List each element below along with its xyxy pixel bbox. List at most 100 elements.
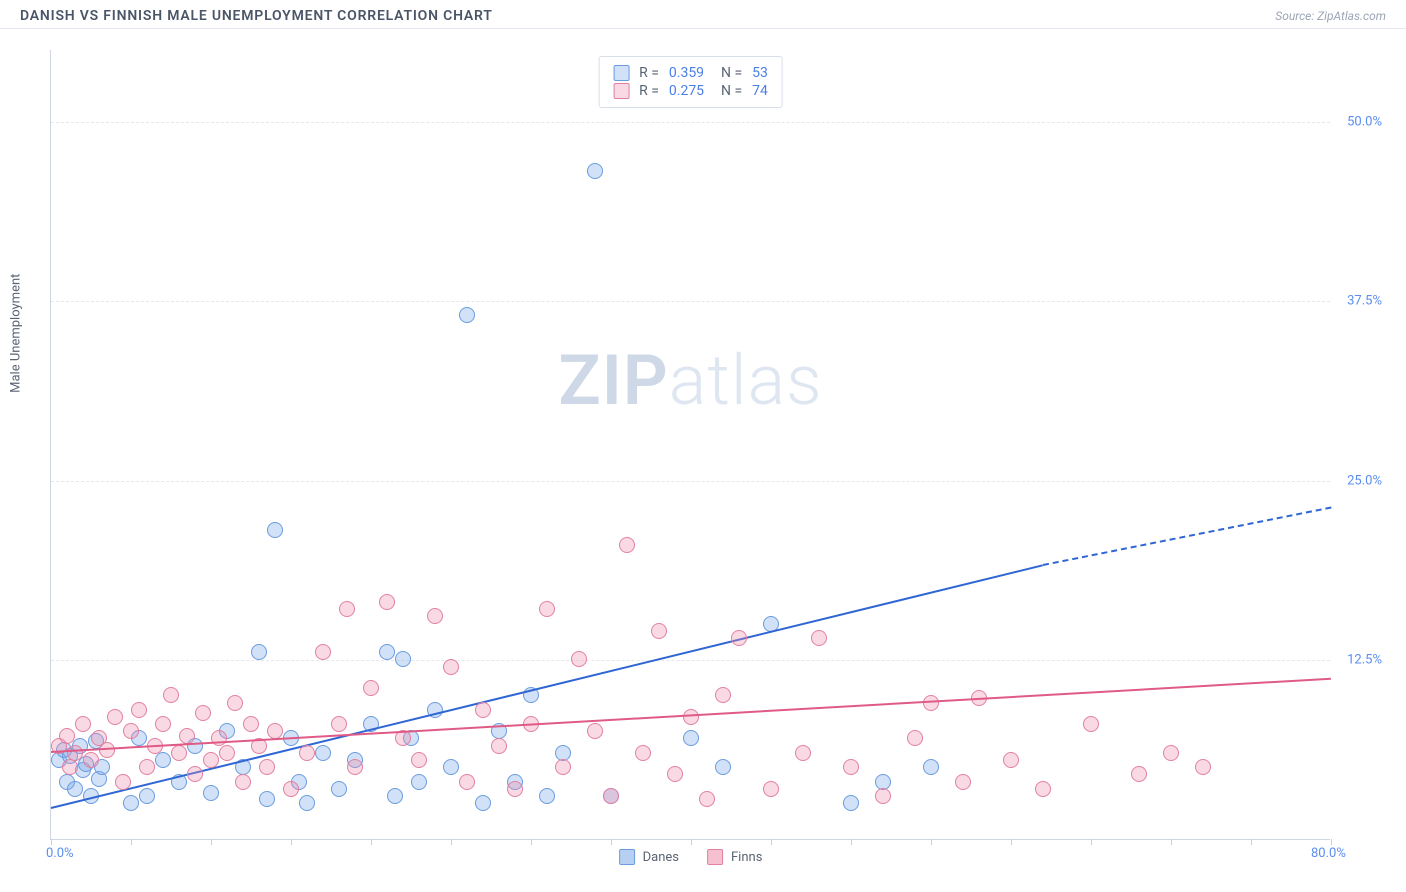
data-point <box>411 752 427 768</box>
data-point <box>699 791 715 807</box>
x-tick <box>51 839 52 845</box>
data-point <box>651 623 667 639</box>
x-tick <box>211 839 212 845</box>
data-point <box>251 644 267 660</box>
legend-swatch <box>613 83 629 99</box>
data-point <box>243 716 259 732</box>
data-point <box>107 709 123 725</box>
data-point <box>923 759 939 775</box>
legend-series-label: Finns <box>731 850 762 865</box>
data-point <box>539 788 555 804</box>
data-point <box>1035 781 1051 797</box>
data-point <box>163 687 179 703</box>
x-tick <box>1171 839 1172 845</box>
data-point <box>219 745 235 761</box>
data-point <box>339 601 355 617</box>
data-point <box>475 795 491 811</box>
grid-line <box>51 122 1330 123</box>
x-tick-label: 0.0% <box>46 846 74 861</box>
data-point <box>843 795 859 811</box>
data-point <box>67 745 83 761</box>
data-point <box>59 728 75 744</box>
data-point <box>283 781 299 797</box>
data-point <box>715 759 731 775</box>
data-point <box>1163 745 1179 761</box>
data-point <box>331 781 347 797</box>
legend-r-value: 0.275 <box>669 83 704 99</box>
data-point <box>259 791 275 807</box>
data-point <box>587 723 603 739</box>
data-point <box>907 730 923 746</box>
x-tick <box>1331 839 1332 845</box>
legend-r-label: R = <box>639 83 659 99</box>
legend-r-value: 0.359 <box>669 65 704 81</box>
legend-n-value: 53 <box>752 65 768 81</box>
legend-series: Danes Finns <box>619 849 763 865</box>
y-tick-label: 37.5% <box>1347 294 1382 309</box>
data-point <box>395 651 411 667</box>
data-point <box>75 716 91 732</box>
data-point <box>187 766 203 782</box>
data-point <box>123 795 139 811</box>
legend-correlation-row: R = 0.275 N = 74 <box>613 83 768 99</box>
x-tick <box>1011 839 1012 845</box>
data-point <box>1195 759 1211 775</box>
data-point <box>363 680 379 696</box>
legend-n-label: N = <box>714 83 742 99</box>
data-point <box>387 788 403 804</box>
data-point <box>619 537 635 553</box>
data-point <box>683 709 699 725</box>
x-tick <box>691 839 692 845</box>
y-tick-label: 50.0% <box>1347 114 1382 129</box>
data-point <box>571 651 587 667</box>
x-tick <box>851 839 852 845</box>
grid-line <box>51 301 1330 302</box>
data-point <box>955 774 971 790</box>
data-point <box>131 702 147 718</box>
data-point <box>171 745 187 761</box>
x-tick <box>131 839 132 845</box>
data-point <box>459 774 475 790</box>
data-point <box>731 630 747 646</box>
data-point <box>315 745 331 761</box>
data-point <box>179 728 195 744</box>
watermark-bold: ZIP <box>558 340 668 422</box>
data-point <box>459 307 475 323</box>
data-point <box>115 774 131 790</box>
data-point <box>1083 716 1099 732</box>
scatter-plot: ZIPatlas R = 0.359 N = 53R = 0.275 N = 7… <box>50 50 1330 840</box>
data-point <box>331 716 347 732</box>
data-point <box>139 759 155 775</box>
data-point <box>227 695 243 711</box>
x-tick <box>1091 839 1092 845</box>
y-axis-label: Male Unemployment <box>9 274 24 393</box>
x-tick-label: 80.0% <box>1311 846 1346 861</box>
data-point <box>155 716 171 732</box>
x-tick <box>1251 839 1252 845</box>
data-point <box>1003 752 1019 768</box>
legend-series-label: Danes <box>643 850 679 865</box>
grid-line <box>51 481 1330 482</box>
chart-title: DANISH VS FINNISH MALE UNEMPLOYMENT CORR… <box>20 8 493 24</box>
data-point <box>62 759 78 775</box>
data-point <box>235 774 251 790</box>
data-point <box>507 781 523 797</box>
data-point <box>259 759 275 775</box>
data-point <box>683 730 699 746</box>
data-point <box>475 702 491 718</box>
data-point <box>379 594 395 610</box>
chart-header: DANISH VS FINNISH MALE UNEMPLOYMENT CORR… <box>0 0 1406 29</box>
y-tick-label: 12.5% <box>1347 653 1382 668</box>
data-point <box>811 630 827 646</box>
legend-swatch <box>613 65 629 81</box>
data-point <box>315 644 331 660</box>
data-point <box>715 687 731 703</box>
legend-n-value: 74 <box>752 83 768 99</box>
data-point <box>539 601 555 617</box>
data-point <box>795 745 811 761</box>
data-point <box>603 788 619 804</box>
data-point <box>123 723 139 739</box>
chart-source: Source: ZipAtlas.com <box>1275 9 1386 23</box>
data-point <box>635 745 651 761</box>
legend-swatch <box>707 849 723 865</box>
